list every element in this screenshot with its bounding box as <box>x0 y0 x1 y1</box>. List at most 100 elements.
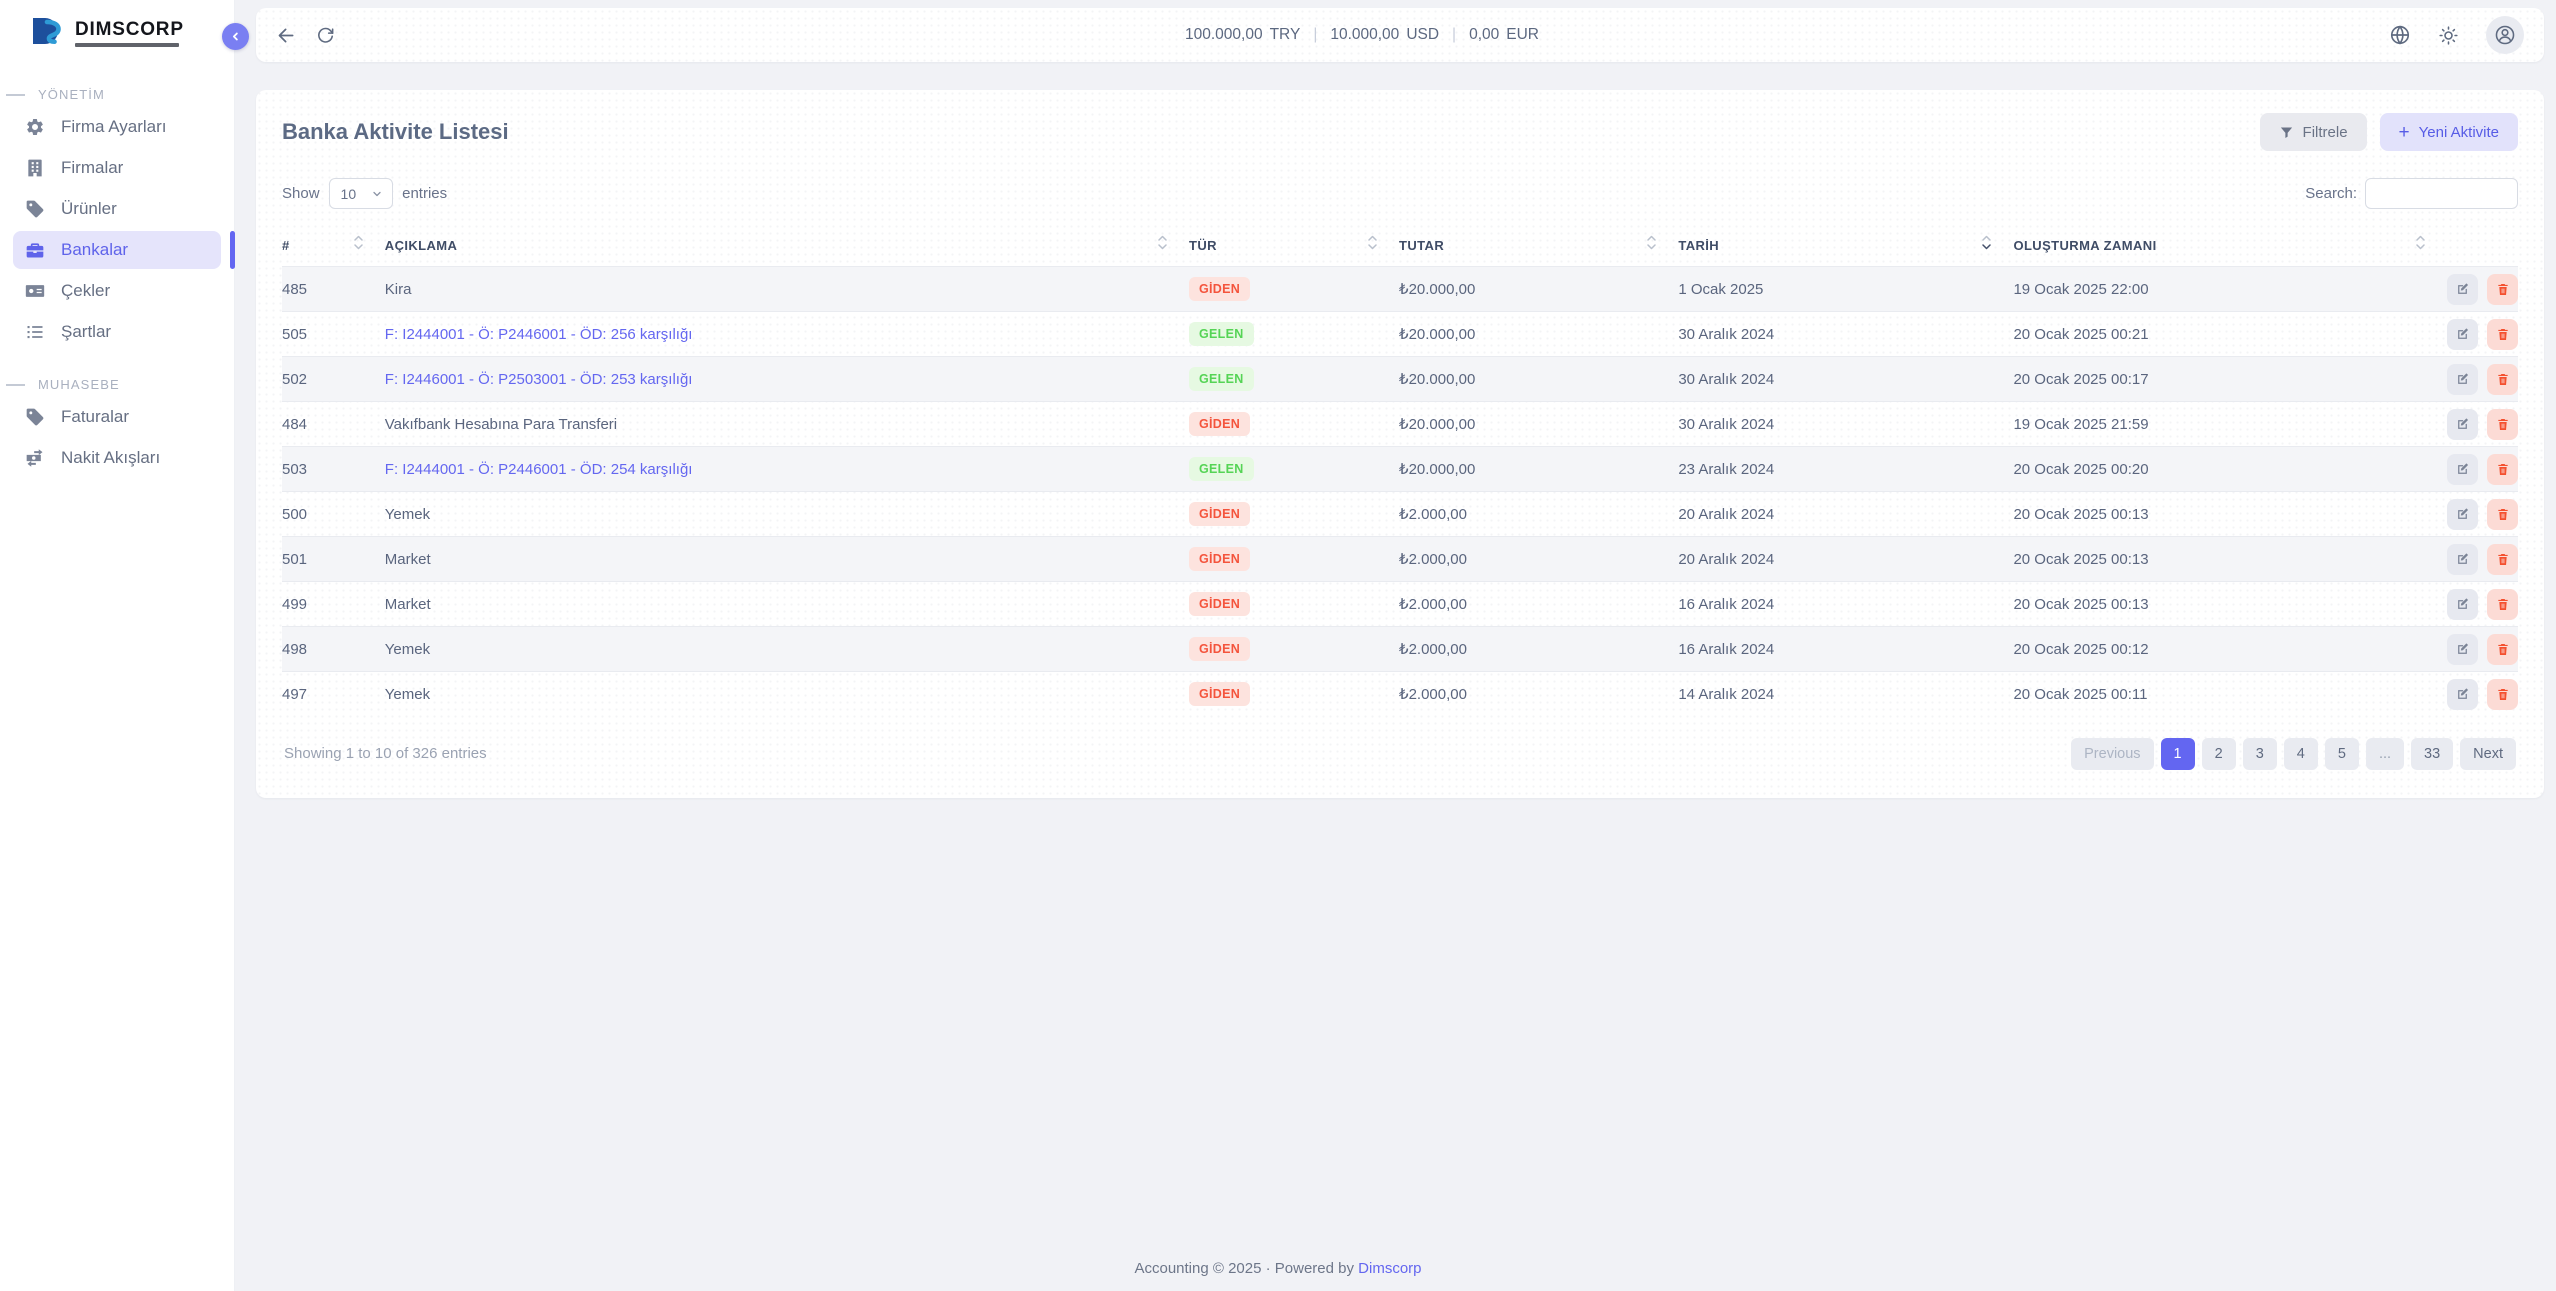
money-check-icon <box>24 281 45 302</box>
delete-button[interactable] <box>2487 408 2518 440</box>
type-badge: GİDEN <box>1189 412 1251 436</box>
balance-amount: 10.000,00 <box>1330 26 1400 43</box>
cell-actions <box>2446 311 2518 357</box>
footer-brand-link[interactable]: Dimscorp <box>1358 1260 1422 1277</box>
pagination-1[interactable]: 1 <box>2160 737 2195 770</box>
pagination-next[interactable]: Next <box>2460 737 2516 770</box>
logo-title: DIMSCORP <box>75 18 184 40</box>
sidebar-item-ürünler[interactable]: Ürünler <box>13 190 221 228</box>
column-header-oluşturma-zamani[interactable]: OLUŞTURMA ZAMANI <box>2013 224 2447 267</box>
sort-icon <box>1368 235 1377 255</box>
edit-button[interactable] <box>2447 678 2478 710</box>
filter-button[interactable]: Filtrele <box>2259 113 2367 151</box>
sort-icon <box>1647 235 1657 255</box>
delete-button[interactable] <box>2487 273 2518 305</box>
edit-button[interactable] <box>2447 633 2478 665</box>
cell-description: F: I2444001 - Ö: P2446001 - ÖD: 254 karş… <box>384 446 1190 492</box>
language-button[interactable] <box>2389 24 2411 46</box>
cell-created: 20 Ocak 2025 00:12 <box>2013 626 2447 672</box>
edit-button[interactable] <box>2447 588 2478 620</box>
cell-description: Yemek <box>384 491 1190 537</box>
delete-button[interactable] <box>2487 318 2518 350</box>
section-dash-icon <box>6 383 25 386</box>
column-header-#[interactable]: # <box>282 224 385 267</box>
column-header-tari-h[interactable]: TARİH <box>1678 224 2014 267</box>
table-body: 485 Kira GİDEN ₺20.000,00 1 Ocak 2025 19 Ocak… <box>282 266 2518 717</box>
pagination-[interactable]: ... <box>2365 737 2405 770</box>
trash-icon <box>2496 282 2510 297</box>
edit-icon <box>2455 687 2470 702</box>
refresh-button[interactable] <box>316 26 335 45</box>
cell-date: 20 Aralık 2024 <box>1678 491 2014 537</box>
cell-description: Yemek <box>384 626 1190 672</box>
cell-date: 23 Aralık 2024 <box>1678 446 2014 492</box>
type-badge: GELEN <box>1189 457 1254 481</box>
column-header-açiklama[interactable]: AÇIKLAMA <box>384 224 1190 267</box>
activity-link[interactable]: F: I2446001 - Ö: P2503001 - ÖD: 253 karş… <box>384 370 693 388</box>
delete-button[interactable] <box>2487 588 2518 620</box>
show-label: Show <box>282 185 320 202</box>
cell-id: 485 <box>282 280 308 298</box>
table-row: 497 Yemek GİDEN ₺2.000,00 14 Aralık 2024 20 O… <box>282 671 2518 717</box>
sidebar-item-faturalar[interactable]: Faturalar <box>13 398 221 436</box>
delete-button[interactable] <box>2487 498 2518 530</box>
edit-button[interactable] <box>2447 543 2478 575</box>
cell-type: GİDEN <box>1189 626 1400 672</box>
edit-button[interactable] <box>2447 363 2478 395</box>
gear-icon <box>24 117 45 138</box>
back-button[interactable] <box>276 25 297 46</box>
back-arrow-icon <box>276 25 297 46</box>
logo[interactable]: DIMSCORP <box>0 0 234 61</box>
activity-description: Market <box>384 595 431 613</box>
column-header-tutar[interactable]: TUTAR <box>1399 224 1679 267</box>
list-icon <box>24 322 45 343</box>
pagination-33[interactable]: 33 <box>2411 737 2454 770</box>
search-input[interactable] <box>2365 178 2518 209</box>
topbar: 100.000,00 TRY | 10.000,00 USD | 0,00 EUR <box>256 8 2544 62</box>
sidebar-item-firmalar[interactable]: Firmalar <box>13 149 221 187</box>
delete-button[interactable] <box>2487 543 2518 575</box>
cell-id: 502 <box>282 356 385 402</box>
sidebar-item-firma-ayarları[interactable]: Firma Ayarları <box>13 108 221 146</box>
balance-separator: | <box>1452 26 1457 43</box>
activity-link[interactable]: F: I2444001 - Ö: P2446001 - ÖD: 254 karş… <box>384 460 693 478</box>
new-activity-button[interactable]: + Yeni Aktivite <box>2379 113 2518 151</box>
activity-link[interactable]: F: I2444001 - Ö: P2446001 - ÖD: 256 karş… <box>384 325 693 343</box>
cell-id: 484 <box>282 401 385 447</box>
pagination-5[interactable]: 5 <box>2324 737 2359 770</box>
edit-button[interactable] <box>2447 453 2478 485</box>
delete-button[interactable] <box>2487 678 2518 710</box>
balance-usd: 10.000,00 USD <box>1330 26 1439 44</box>
table-row: 499 Market GİDEN ₺2.000,00 16 Aralık 2024 20 … <box>282 581 2518 627</box>
nav-section-label: MUHASEBE <box>0 377 234 392</box>
section-label: MUHASEBE <box>38 377 120 392</box>
column-header-tür[interactable]: TÜR <box>1189 224 1400 267</box>
edit-icon <box>2455 282 2470 297</box>
table-row: 503 F: I2444001 - Ö: P2446001 - ÖD: 254 k… <box>282 446 2518 492</box>
pagination-2[interactable]: 2 <box>2201 737 2236 770</box>
balance-separator: | <box>1313 26 1318 43</box>
delete-button[interactable] <box>2487 453 2518 485</box>
user-avatar[interactable] <box>2486 16 2524 54</box>
edit-button[interactable] <box>2447 318 2478 350</box>
section-dash-icon <box>6 93 25 96</box>
edit-button[interactable] <box>2447 273 2478 305</box>
sidebar-collapse-button[interactable] <box>222 23 249 50</box>
cell-type: GİDEN <box>1189 491 1400 537</box>
pagination-4[interactable]: 4 <box>2283 737 2318 770</box>
edit-button[interactable] <box>2447 408 2478 440</box>
sidebar-item-şartlar[interactable]: Şartlar <box>13 313 221 351</box>
sun-icon <box>2438 25 2459 46</box>
cell-created: 19 Ocak 2025 21:59 <box>2013 401 2447 447</box>
edit-button[interactable] <box>2447 498 2478 530</box>
sidebar-item-bankalar[interactable]: Bankalar <box>13 231 235 269</box>
delete-button[interactable] <box>2487 633 2518 665</box>
page-size-select[interactable]: 10 <box>328 178 394 209</box>
sidebar-item-nakit-akışları[interactable]: Nakit Akışları <box>13 439 221 477</box>
activity-description: Yemek <box>384 685 431 703</box>
delete-button[interactable] <box>2487 363 2518 395</box>
pagination-3[interactable]: 3 <box>2242 737 2277 770</box>
cell-description: Market <box>384 581 1190 627</box>
theme-toggle-button[interactable] <box>2438 25 2459 46</box>
sidebar-item-çekler[interactable]: Çekler <box>13 272 221 310</box>
